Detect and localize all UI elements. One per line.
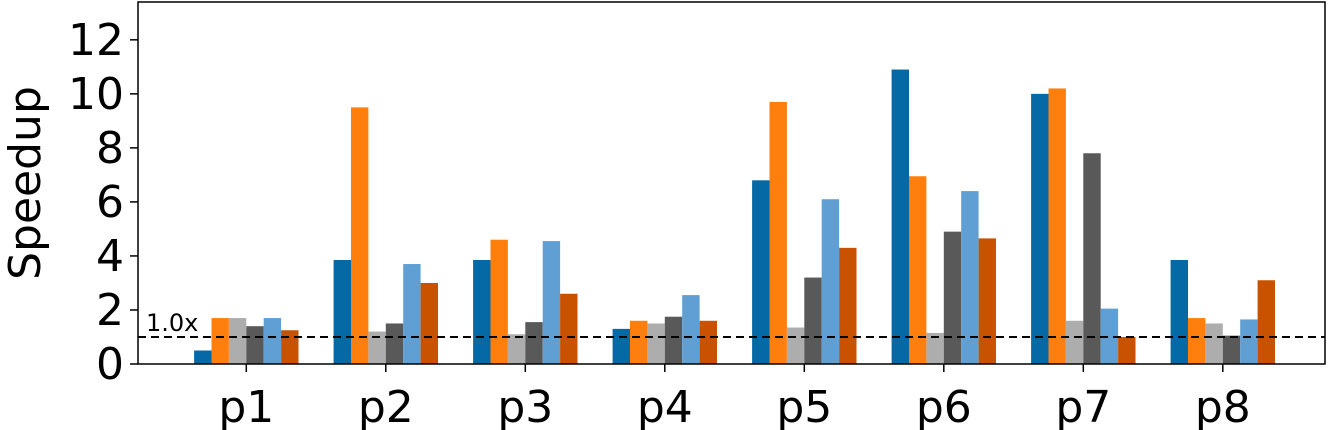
bar-p2-series-5	[403, 264, 421, 364]
x-tick-label-p5: p5	[776, 382, 832, 430]
x-tick-label-p8: p8	[1195, 382, 1251, 430]
bar-p2-series-2	[351, 107, 369, 365]
bar-p1-series-1	[194, 350, 212, 364]
bar-p2-series-3	[368, 331, 386, 364]
bar-p8-series-3	[1205, 323, 1223, 364]
bar-p1-series-3	[228, 318, 247, 364]
bar-p7-series-5	[1100, 308, 1119, 364]
bars-layer	[194, 69, 1275, 365]
bar-p7-series-4	[1083, 153, 1101, 364]
bar-p6-series-4	[943, 231, 962, 364]
bar-p8-series-1	[1170, 259, 1188, 364]
bar-p5-series-3	[786, 327, 805, 364]
bar-p6-series-6	[978, 238, 996, 364]
bar-p3-series-2	[490, 239, 508, 364]
bar-p1-series-2	[211, 318, 229, 364]
reference-line-label: 1.0x	[146, 309, 198, 337]
bar-p8-series-5	[1240, 319, 1258, 364]
bar-p4-series-6	[699, 320, 717, 364]
bar-p4-series-2	[630, 320, 648, 364]
y-tick-label-10: 10	[68, 69, 124, 120]
reference-line-layer: 1.0x	[138, 309, 1325, 338]
bar-p6-series-5	[961, 191, 979, 364]
bar-p3-series-6	[560, 293, 578, 364]
bar-p1-series-6	[281, 330, 299, 364]
bar-p6-series-2	[909, 176, 927, 364]
bar-p7-series-6	[1118, 336, 1136, 364]
x-axis: p1 p2 p3 p4 p5 p6 p7 p8	[218, 364, 1251, 430]
bar-p3-series-1	[473, 259, 491, 364]
bar-p5-series-6	[839, 247, 857, 364]
bar-p5-series-5	[821, 199, 840, 364]
y-tick-label-2: 2	[96, 285, 124, 336]
x-tick-label-p6: p6	[916, 382, 972, 430]
bar-p7-series-2	[1048, 88, 1066, 364]
x-tick-label-p3: p3	[497, 382, 553, 430]
y-tick-label-4: 4	[96, 231, 124, 282]
bar-p6-series-1	[891, 69, 909, 364]
bar-p4-series-3	[647, 323, 665, 364]
x-tick-label-p1: p1	[218, 382, 274, 430]
bar-p5-series-2	[769, 101, 787, 365]
plot-area-frame	[137, 1, 1326, 365]
bar-p8-series-6	[1257, 280, 1275, 364]
bar-p7-series-1	[1031, 93, 1049, 364]
bar-p5-series-4	[804, 277, 822, 364]
bar-p4-series-1	[612, 328, 630, 364]
bar-p3-series-3	[507, 334, 526, 364]
bar-p4-series-4	[664, 316, 683, 364]
x-tick-label-p4: p4	[637, 382, 693, 430]
bar-p5-series-1	[752, 180, 770, 364]
bar-p1-series-4	[246, 326, 264, 364]
bar-p6-series-3	[926, 332, 944, 364]
x-tick-label-p2: p2	[358, 382, 414, 430]
x-tick-label-p7: p7	[1055, 382, 1111, 430]
y-axis-label: Speedup	[0, 86, 51, 280]
bar-p2-series-6	[420, 282, 438, 364]
bar-p1-series-5	[263, 318, 282, 364]
bar-p3-series-4	[525, 322, 543, 364]
bar-p8-series-4	[1222, 335, 1241, 364]
bar-p8-series-2	[1188, 318, 1206, 364]
bar-p2-series-1	[333, 259, 351, 364]
bar-p7-series-3	[1065, 320, 1084, 364]
y-tick-label-6: 6	[96, 177, 124, 228]
y-tick-label-0: 0	[96, 339, 124, 390]
bar-p4-series-5	[682, 295, 700, 364]
bar-p3-series-5	[542, 241, 561, 364]
y-tick-label-12: 12	[68, 15, 124, 66]
y-tick-label-8: 8	[96, 123, 124, 174]
bar-p2-series-4	[385, 323, 404, 364]
